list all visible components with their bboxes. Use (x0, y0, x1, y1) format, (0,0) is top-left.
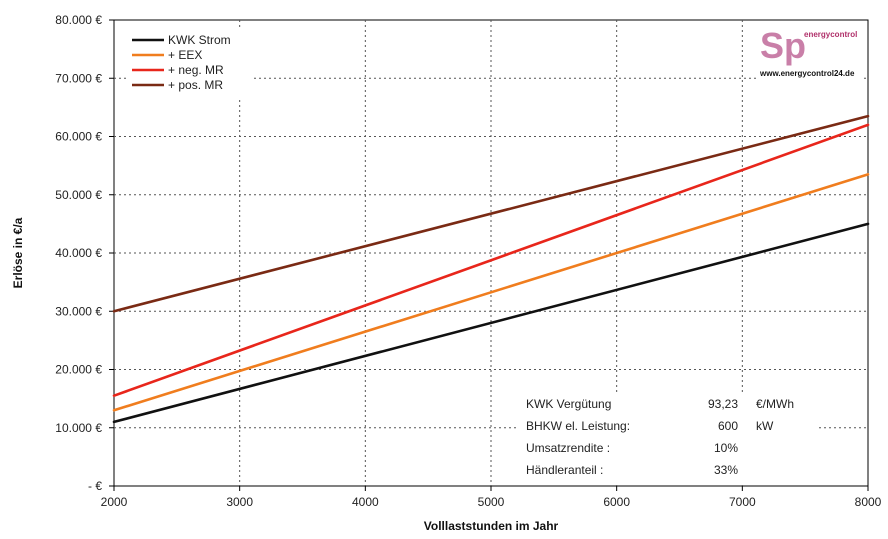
info-value: 33% (714, 463, 738, 477)
info-label: Händleranteil : (526, 463, 603, 477)
info-label: BHKW el. Leistung: (526, 419, 630, 433)
info-label: Umsatzrendite : (526, 441, 610, 455)
info-value: 93,23 (708, 397, 738, 411)
y-tick-label: - € (88, 479, 102, 493)
x-tick-label: 3000 (226, 495, 253, 509)
series-line-2 (112, 173, 870, 412)
info-table-background (518, 392, 818, 484)
legend-label-2: + EEX (168, 48, 202, 62)
y-axis-title: Erlöse in €/a (11, 217, 25, 288)
series-group (112, 114, 870, 424)
series-line-1 (112, 222, 870, 424)
y-tick-label: 80.000 € (55, 13, 102, 27)
x-tick-label: 7000 (729, 495, 756, 509)
y-tick-label: 30.000 € (55, 304, 102, 318)
brand-logo-tag: energycontrol (804, 30, 857, 39)
y-tick-label: 70.000 € (55, 71, 102, 85)
brand-url: www.energycontrol24.de (759, 69, 855, 78)
info-table: KWK Vergütung 93,23 €/MWh BHKW el. Leistung… (518, 392, 818, 484)
brand-logo-mark: Sp (760, 25, 806, 66)
series-line-3 (112, 123, 870, 398)
info-unit: €/MWh (756, 397, 794, 411)
legend-label-1: KWK Strom (168, 33, 231, 47)
x-tick-label: 8000 (855, 495, 882, 509)
y-tick-label: 50.000 € (55, 188, 102, 202)
x-tick-label: 2000 (101, 495, 128, 509)
x-tick-labels: 2000 3000 4000 5000 6000 7000 8000 (101, 495, 882, 509)
y-tick-label: 20.000 € (55, 363, 102, 377)
y-tick-label: 60.000 € (55, 130, 102, 144)
info-unit: kW (756, 419, 774, 433)
x-tick-label: 6000 (603, 495, 630, 509)
x-axis-title: Volllaststunden im Jahr (424, 519, 559, 533)
series-line-4 (112, 114, 870, 313)
legend: KWK Strom+ EEX+ neg. MR+ pos. MR (126, 27, 254, 97)
info-value: 600 (718, 419, 738, 433)
legend-label-3: + neg. MR (168, 63, 224, 77)
y-tick-label: 10.000 € (55, 421, 102, 435)
legend-label-4: + pos. MR (168, 78, 223, 92)
x-tick-label: 5000 (478, 495, 505, 509)
y-tick-label: 40.000 € (55, 246, 102, 260)
info-value: 10% (714, 441, 738, 455)
x-tick-label: 4000 (352, 495, 379, 509)
y-tick-labels: - € 10.000 € 20.000 € 30.000 € 40.000 € 50.00… (55, 13, 102, 493)
brand-logo-background (756, 26, 862, 84)
brand-logo: Sp energycontrol www.energycontrol24.de (756, 25, 862, 84)
info-label: KWK Vergütung (526, 397, 611, 411)
